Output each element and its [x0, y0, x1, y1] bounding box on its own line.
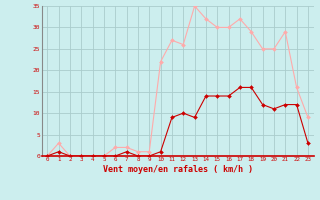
X-axis label: Vent moyen/en rafales ( km/h ): Vent moyen/en rafales ( km/h ) [103, 165, 252, 174]
